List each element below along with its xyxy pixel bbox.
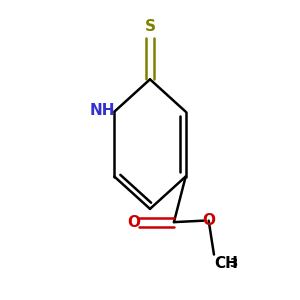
Text: NH: NH bbox=[90, 103, 115, 118]
Text: O: O bbox=[127, 214, 140, 230]
Text: CH: CH bbox=[214, 256, 238, 271]
Text: S: S bbox=[145, 19, 155, 34]
Text: O: O bbox=[202, 213, 215, 228]
Text: 3: 3 bbox=[229, 257, 237, 271]
